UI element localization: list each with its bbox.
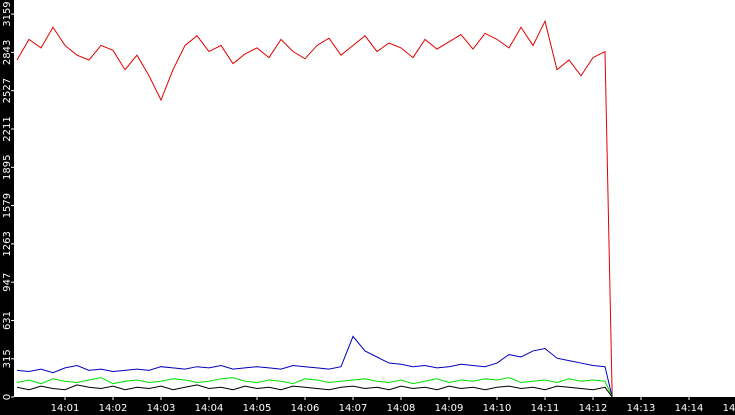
y-tick-label: 0 xyxy=(2,394,13,400)
y-tick-label: 2211 xyxy=(2,116,13,141)
x-tick-label: 14:12 xyxy=(579,403,608,414)
x-tick-label: 14:09 xyxy=(435,403,464,414)
y-tick-label: 3159 xyxy=(2,1,13,26)
y-tick-label: 1579 xyxy=(2,193,13,218)
series-line xyxy=(16,384,613,398)
y-tick-label: 631 xyxy=(2,311,13,330)
x-tick-label: 14:03 xyxy=(147,403,176,414)
x-tick-label: 14:02 xyxy=(99,403,128,414)
y-tick-label: 315 xyxy=(2,349,13,368)
x-tick-label: 14:05 xyxy=(243,403,272,414)
x-axis-band xyxy=(0,397,735,415)
y-tick-label: 2843 xyxy=(2,40,13,65)
x-tick-label: 14:06 xyxy=(291,403,320,414)
x-tick-label: 14:01 xyxy=(51,403,80,414)
x-tick-label: 14:07 xyxy=(339,403,368,414)
x-tick-label: 14:08 xyxy=(387,403,416,414)
y-tick-label: 1895 xyxy=(2,155,13,180)
x-tick-label: 14:15 xyxy=(723,403,735,414)
y-tick-label: 2527 xyxy=(2,78,13,103)
y-axis-band xyxy=(0,0,14,415)
x-tick-label: 14:11 xyxy=(531,403,560,414)
series-line xyxy=(16,335,613,398)
y-tick-label: 947 xyxy=(2,273,13,292)
series-line xyxy=(16,377,613,398)
y-tick-label: 1263 xyxy=(2,231,13,256)
x-tick-label: 14:14 xyxy=(675,403,704,414)
x-tick-label: 14:13 xyxy=(627,403,656,414)
series-line xyxy=(16,19,613,398)
x-tick-label: 14:04 xyxy=(195,403,224,414)
x-tick-label: 14:10 xyxy=(483,403,512,414)
